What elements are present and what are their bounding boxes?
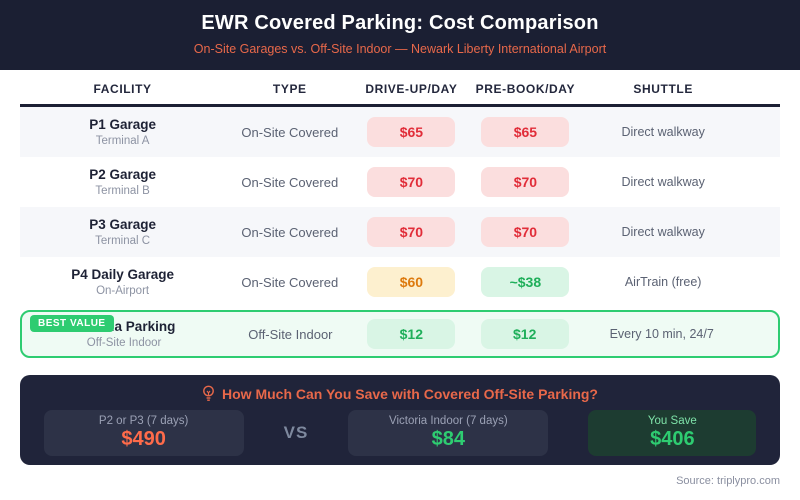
cost-card-onsite: P2 or P3 (7 days) $490 — [43, 410, 244, 456]
price-pill: $70 — [367, 217, 456, 247]
facility-cell: P4 Daily Garage On-Airport — [20, 267, 225, 297]
cost-card-label: P2 or P3 (7 days) — [98, 415, 189, 427]
shuttle-cell: Direct walkway — [621, 225, 705, 239]
price-pill: $12 — [480, 319, 569, 349]
price-pill: ~$38 — [481, 267, 570, 297]
type-cell: On-Site Covered — [241, 124, 339, 140]
driveup-cell: $70 — [354, 167, 468, 197]
source-attribution: Source: triplypro.com — [676, 475, 780, 487]
page-header: EWR Covered Parking: Cost Comparison On-… — [0, 0, 800, 70]
savings-panel: How Much Can You Save with Covered Off-S… — [20, 375, 780, 465]
type-cell: On-Site Covered — [241, 274, 339, 290]
table-row: P3 Garage Terminal C On-Site Covered $70… — [20, 207, 780, 257]
cost-card-value: $490 — [121, 428, 166, 450]
prebook-cell: $65 — [468, 117, 582, 147]
driveup-cell: $65 — [354, 117, 468, 147]
prebook-cell: $70 — [468, 167, 582, 197]
price-pill: $70 — [481, 167, 570, 197]
driveup-cell: $70 — [354, 217, 468, 247]
facility-sublabel: On-Airport — [96, 285, 150, 297]
price-pill: $70 — [481, 217, 570, 247]
cost-card-label: Victoria Indoor (7 days) — [389, 415, 508, 427]
column-header-shuttle: SHUTTLE — [633, 81, 693, 96]
lightbulb-icon — [203, 385, 214, 401]
price-pill: $12 — [367, 319, 456, 349]
type-cell: On-Site Covered — [241, 224, 339, 240]
cost-card-label: You Save — [647, 415, 697, 427]
cost-card-value: $406 — [650, 428, 695, 450]
prebook-cell: $70 — [468, 217, 582, 247]
table-row-best-value: BEST VALUE Victoria Parking Off-Site Ind… — [20, 310, 780, 358]
facility-name: P2 Garage — [89, 167, 156, 182]
facility-sublabel: Terminal C — [95, 235, 151, 247]
facility-sublabel: Terminal B — [95, 185, 150, 197]
table-row: P4 Daily Garage On-Airport On-Site Cover… — [20, 257, 780, 307]
type-cell: On-Site Covered — [241, 174, 339, 190]
table-header-row: FACILITY TYPE DRIVE-UP/DAY PRE-BOOK/DAY … — [20, 73, 780, 107]
facility-sublabel: Terminal A — [95, 135, 150, 147]
shuttle-cell: Direct walkway — [621, 125, 705, 139]
driveup-cell: $60 — [354, 267, 468, 297]
price-pill: $65 — [367, 117, 456, 147]
you-save-card: You Save $406 — [588, 410, 757, 456]
cost-card-value: $84 — [431, 428, 466, 450]
savings-cards-row: P2 or P3 (7 days) $490 VS Victoria Indoo… — [20, 410, 780, 456]
facility-cell: P3 Garage Terminal C — [20, 217, 225, 247]
cost-card-offsite: Victoria Indoor (7 days) $84 — [348, 410, 549, 456]
column-header-prebook: PRE-BOOK/DAY — [475, 81, 576, 96]
prebook-cell: ~$38 — [468, 267, 582, 297]
driveup-cell: $12 — [355, 319, 468, 349]
page-subtitle: On-Site Garages vs. Off-Site Indoor — Ne… — [193, 42, 607, 56]
facility-name: P3 Garage — [89, 217, 156, 232]
table-row: P2 Garage Terminal B On-Site Covered $70… — [20, 157, 780, 207]
price-pill: $70 — [367, 167, 456, 197]
column-header-driveup: DRIVE-UP/DAY — [365, 81, 458, 96]
page-title: EWR Covered Parking: Cost Comparison — [201, 12, 599, 34]
best-value-badge: BEST VALUE — [30, 315, 114, 332]
prebook-cell: $12 — [468, 319, 581, 349]
column-header-facility: FACILITY — [93, 81, 152, 96]
table-row: P1 Garage Terminal A On-Site Covered $65… — [20, 107, 780, 157]
facility-name: P4 Daily Garage — [71, 267, 174, 282]
shuttle-cell: Direct walkway — [621, 175, 705, 189]
vs-label: VS — [283, 423, 309, 442]
price-pill: $65 — [481, 117, 570, 147]
comparison-table: FACILITY TYPE DRIVE-UP/DAY PRE-BOOK/DAY … — [20, 73, 780, 358]
price-pill: $60 — [367, 267, 456, 297]
facility-name: P1 Garage — [89, 117, 156, 132]
facility-cell: P2 Garage Terminal B — [20, 167, 225, 197]
column-header-type: TYPE — [272, 81, 307, 96]
savings-title-row: How Much Can You Save with Covered Off-S… — [20, 385, 780, 402]
facility-cell: P1 Garage Terminal A — [20, 117, 225, 147]
shuttle-cell: AirTrain (free) — [624, 275, 702, 289]
shuttle-cell: Every 10 min, 24/7 — [609, 327, 714, 341]
facility-sublabel: Off-Site Indoor — [86, 337, 162, 349]
savings-title: How Much Can You Save with Covered Off-S… — [222, 385, 598, 402]
type-cell: Off-Site Indoor — [248, 326, 333, 342]
